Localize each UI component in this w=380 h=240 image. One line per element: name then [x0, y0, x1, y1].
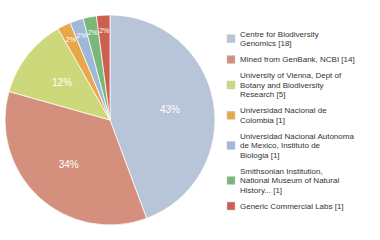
- legend-item: Universidad Nacional deColombia [1]: [227, 106, 327, 125]
- legend-swatch: [227, 56, 235, 64]
- data-label: 34%: [59, 159, 79, 170]
- legend-swatch: [227, 35, 235, 43]
- legend-swatch: [227, 177, 235, 185]
- legend-label: Mined from GenBank, NCBI [14]: [240, 55, 355, 64]
- legend-item: Mined from GenBank, NCBI [14]: [227, 55, 355, 64]
- legend-label: Centre for BiodiversityGenomics [18]: [240, 30, 319, 49]
- data-labels: 43%34%12%2%2%2%2%: [52, 27, 180, 170]
- legend-item: Centre for BiodiversityGenomics [18]: [227, 30, 319, 49]
- legend-item: Universidad Nacional Autonomade Mexico, …: [227, 132, 354, 160]
- legend-swatch: [227, 81, 235, 89]
- legend-swatch: [227, 142, 235, 150]
- legend-swatch: [227, 202, 235, 210]
- chart: 43%34%12%2%2%2%2%Centre for Biodiversity…: [0, 0, 380, 240]
- pie-slice: [83, 16, 110, 120]
- pie-slice: [96, 15, 110, 120]
- legend: Centre for BiodiversityGenomics [18] Mine…: [227, 30, 355, 211]
- legend-label: Universidad Nacional Autonomade Mexico, …: [240, 132, 354, 160]
- legend-item: Generic Commercial Labs [1]: [227, 202, 344, 211]
- legend-label: Generic Commercial Labs [1]: [240, 202, 344, 211]
- legend-swatch: [227, 111, 235, 119]
- legend-item: Smithsonian Institution,National Museum …: [227, 167, 339, 195]
- data-label: 43%: [160, 104, 180, 115]
- data-label: 2%: [99, 27, 109, 34]
- legend-label: Smithsonian Institution,National Museum …: [240, 167, 339, 195]
- legend-label: University of Vienna, Dept ofBotany and …: [240, 71, 342, 99]
- data-label: 2%: [77, 32, 87, 39]
- data-label: 2%: [88, 29, 98, 36]
- data-label: 2%: [66, 36, 76, 43]
- pie: [5, 15, 215, 225]
- legend-label: Universidad Nacional deColombia [1]: [240, 106, 327, 125]
- data-label: 12%: [52, 77, 72, 88]
- legend-item: University of Vienna, Dept ofBotany and …: [227, 71, 342, 99]
- pie-slice: [5, 91, 147, 225]
